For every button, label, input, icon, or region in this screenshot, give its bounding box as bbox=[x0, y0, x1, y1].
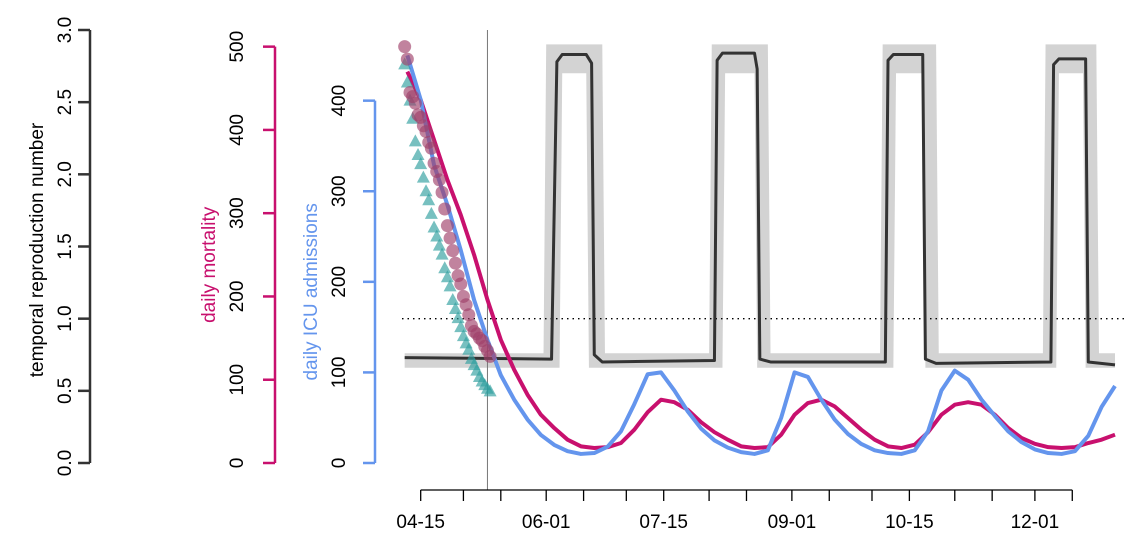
observed-point bbox=[451, 311, 465, 324]
observed-point bbox=[411, 148, 425, 161]
y-axis-label: daily mortality bbox=[199, 206, 220, 323]
observed-point bbox=[446, 244, 460, 258]
observed-point bbox=[435, 185, 449, 199]
observed-point bbox=[414, 157, 428, 170]
observed-point bbox=[432, 238, 446, 251]
observed-point bbox=[430, 229, 444, 242]
observed-point bbox=[448, 302, 462, 315]
observed-point bbox=[438, 261, 452, 274]
observed-point bbox=[462, 342, 476, 355]
observed-point bbox=[446, 292, 460, 305]
y-tick-label: 2.0 bbox=[55, 161, 76, 187]
y-tick-label: 400 bbox=[329, 85, 350, 117]
model-line bbox=[405, 54, 1117, 456]
y-tick-label: 3.0 bbox=[55, 17, 76, 43]
y-tick-label: 500 bbox=[227, 31, 248, 63]
y-tick-label: 300 bbox=[329, 175, 350, 207]
x-tick-label: 10-15 bbox=[885, 512, 934, 533]
x-tick-label: 04-15 bbox=[396, 512, 445, 533]
x-tick-label: 07-15 bbox=[639, 512, 688, 533]
x-tick-label: 12-01 bbox=[1011, 512, 1060, 533]
observed-point bbox=[424, 141, 438, 155]
y-tick-label: 100 bbox=[227, 364, 248, 396]
observed-point bbox=[483, 349, 497, 363]
y-tick-label: 0.5 bbox=[55, 378, 76, 404]
y-tick-label: 0.0 bbox=[55, 450, 76, 476]
observed-point bbox=[400, 75, 414, 88]
observed-point bbox=[448, 256, 462, 270]
observed-point bbox=[440, 219, 454, 233]
y-tick-label: 400 bbox=[227, 114, 248, 146]
observed-point bbox=[462, 308, 476, 322]
observed-point bbox=[408, 134, 422, 147]
observed-point bbox=[400, 52, 414, 66]
observed-point bbox=[435, 247, 449, 260]
observed-point bbox=[416, 170, 430, 183]
observed-point bbox=[419, 125, 433, 139]
observed-point bbox=[432, 173, 446, 187]
x-tick-label: 09-01 bbox=[768, 512, 817, 533]
y-tick-label: 200 bbox=[329, 266, 350, 298]
observed-point bbox=[427, 220, 441, 233]
x-tick-label: 06-01 bbox=[522, 512, 571, 533]
observed-point bbox=[438, 202, 452, 216]
observed-point bbox=[419, 184, 433, 197]
y-tick-label: 300 bbox=[227, 197, 248, 229]
y-tick-label: 2.5 bbox=[55, 89, 76, 115]
observed-point bbox=[443, 231, 457, 245]
observed-point bbox=[443, 279, 457, 292]
r-step-line bbox=[404, 51, 1116, 367]
y-axis-label: temporal reproduction number bbox=[27, 122, 48, 377]
y-tick-label: 0 bbox=[329, 458, 350, 469]
observed-point bbox=[408, 96, 422, 110]
observed-point bbox=[440, 270, 454, 283]
y-tick-label: 1.0 bbox=[55, 305, 76, 331]
observed-point bbox=[454, 320, 468, 333]
y-tick-label: 1.5 bbox=[55, 233, 76, 259]
y-tick-label: 0 bbox=[227, 458, 248, 469]
y-tick-label: 100 bbox=[329, 357, 350, 389]
y-tick-label: 200 bbox=[227, 281, 248, 313]
observed-point bbox=[459, 298, 473, 312]
observed-point bbox=[424, 206, 438, 219]
y-axis-label: daily ICU admissions bbox=[301, 203, 322, 380]
observed-point bbox=[422, 193, 436, 206]
observed-point bbox=[483, 384, 497, 397]
observed-point bbox=[454, 277, 468, 291]
observed-point bbox=[398, 40, 412, 54]
